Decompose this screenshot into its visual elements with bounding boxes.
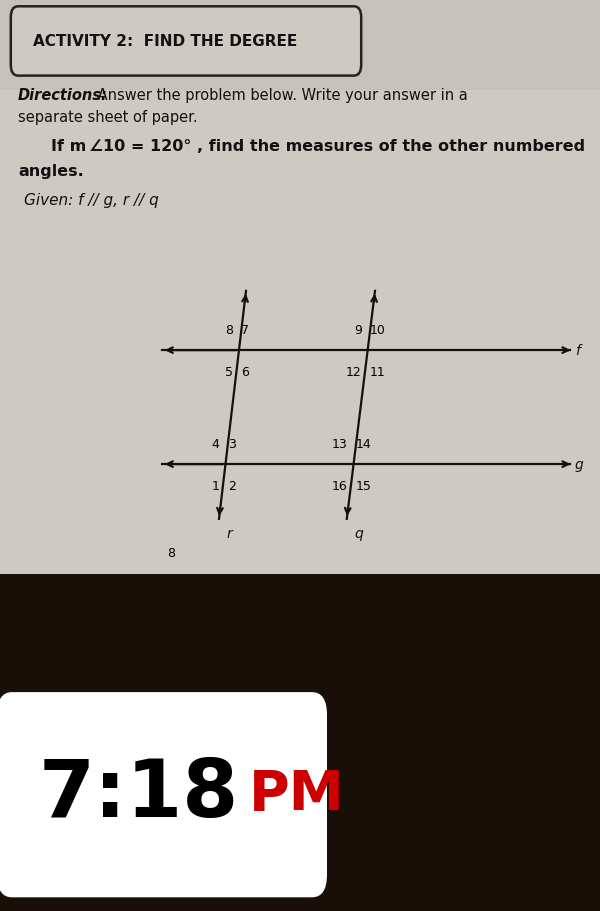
Text: Answer the problem below. Write your answer in a: Answer the problem below. Write your ans… — [93, 87, 468, 102]
Text: 12: 12 — [346, 365, 362, 378]
Text: PM: PM — [249, 767, 345, 822]
Text: 4: 4 — [212, 437, 220, 450]
FancyBboxPatch shape — [0, 0, 600, 91]
FancyBboxPatch shape — [0, 692, 327, 897]
Text: r: r — [226, 527, 232, 540]
Text: 9: 9 — [354, 323, 362, 336]
Text: angles.: angles. — [18, 164, 84, 179]
Text: ACTIVITY 2:  FIND THE DEGREE: ACTIVITY 2: FIND THE DEGREE — [33, 35, 297, 49]
Text: 10: 10 — [370, 323, 386, 336]
Text: 8: 8 — [167, 547, 175, 559]
Text: 3: 3 — [228, 437, 236, 450]
Text: 5: 5 — [225, 365, 233, 378]
Text: separate sheet of paper.: separate sheet of paper. — [18, 110, 197, 125]
Text: 15: 15 — [356, 479, 372, 492]
Text: q: q — [354, 527, 363, 540]
Text: Given: f // g, r // q: Given: f // g, r // q — [24, 193, 159, 208]
Text: 6: 6 — [241, 365, 249, 378]
Text: Directions:: Directions: — [18, 87, 108, 102]
Text: f: f — [575, 343, 580, 358]
Text: 10 = 120° , find the measures of the other numbered: 10 = 120° , find the measures of the oth… — [103, 138, 586, 153]
Text: 7:18: 7:18 — [39, 755, 239, 834]
Text: 1: 1 — [212, 479, 220, 492]
Text: If m: If m — [51, 138, 86, 153]
Text: 16: 16 — [332, 479, 347, 492]
FancyBboxPatch shape — [0, 574, 600, 911]
Text: ∠: ∠ — [89, 138, 103, 153]
Text: 13: 13 — [332, 437, 347, 450]
Text: 2: 2 — [228, 479, 236, 492]
Text: 11: 11 — [370, 365, 386, 378]
Text: g: g — [575, 457, 584, 472]
FancyBboxPatch shape — [0, 0, 600, 574]
Text: 7: 7 — [241, 323, 250, 336]
FancyBboxPatch shape — [11, 7, 361, 77]
Text: 14: 14 — [356, 437, 372, 450]
Text: 8: 8 — [225, 323, 233, 336]
